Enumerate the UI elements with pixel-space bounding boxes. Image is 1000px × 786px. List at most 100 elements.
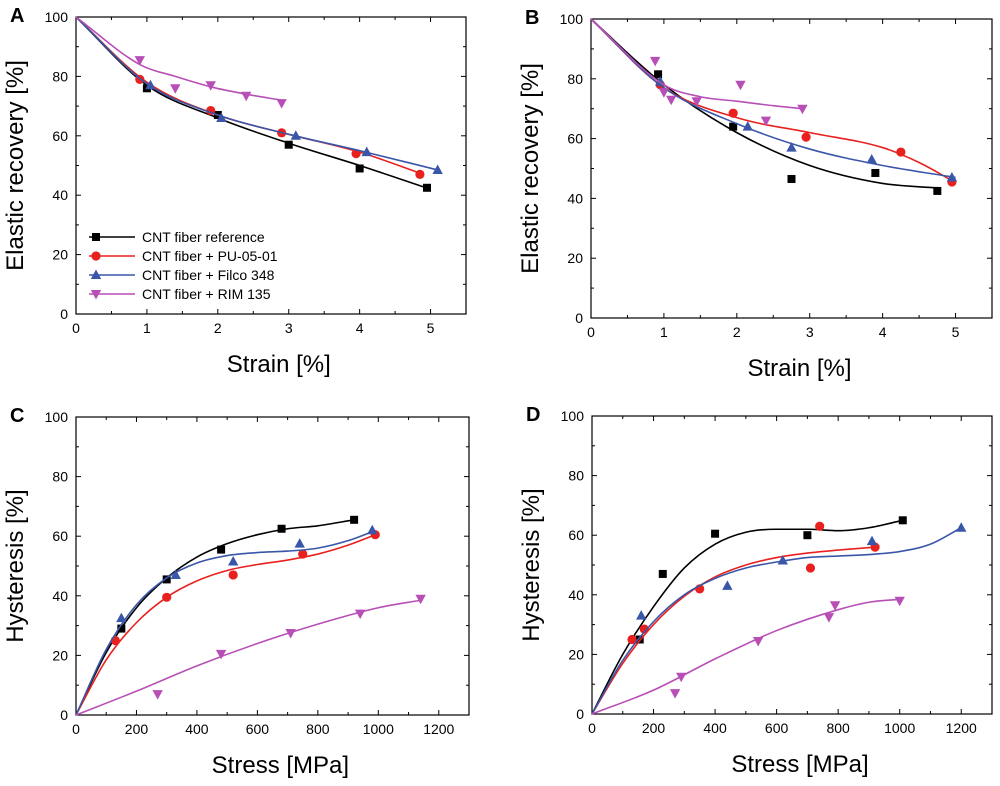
data-point-rim <box>134 56 146 66</box>
data-point-rim <box>240 91 252 102</box>
data-point-pu <box>228 570 238 580</box>
fit-line-rim <box>75 16 282 101</box>
data-point-ref <box>350 515 359 524</box>
y-axis-title: Elastic recovery [%] <box>517 63 544 274</box>
series-pu <box>75 16 425 180</box>
x-tick-label: 2 <box>214 320 222 336</box>
fit-line-rim <box>591 598 900 715</box>
series-rim <box>591 596 905 715</box>
data-point-ref <box>423 183 431 192</box>
series-pu <box>75 530 380 716</box>
y-tick-label: 80 <box>52 469 68 485</box>
legend-marker-pu <box>91 251 101 261</box>
x-tick-label: 800 <box>826 720 850 736</box>
panel-letter: C <box>10 405 24 427</box>
x-tick-label: 600 <box>765 720 789 736</box>
data-point-pu <box>896 147 906 157</box>
data-point-pu <box>162 592 172 602</box>
panel-D: 0 200 400 600 800 1000 1200 0 20 40 60 80 100 Stress … <box>518 404 993 778</box>
data-point-ref <box>355 164 364 173</box>
fit-line-filco <box>591 527 962 715</box>
x-tick-label: 400 <box>185 721 209 737</box>
fit-line-ref <box>75 519 355 716</box>
data-point-rim <box>735 80 746 91</box>
data-point-pu <box>815 521 825 531</box>
x-tick-label: 3 <box>806 324 814 340</box>
y-tick-label: 60 <box>567 131 583 147</box>
x-tick-label: 5 <box>427 320 435 336</box>
plot-frame <box>591 415 993 715</box>
legend-label-filco: CNT fiber + Filco 348 <box>142 267 275 283</box>
data-point-rim <box>276 99 287 109</box>
data-point-pu <box>298 549 308 559</box>
panel-letter: B <box>525 7 539 29</box>
fit-line-pu <box>75 533 376 716</box>
data-point-rim <box>354 609 366 620</box>
data-point-pu <box>415 169 425 180</box>
data-point-ref <box>787 174 796 183</box>
x-tick-label: 2 <box>733 324 741 340</box>
data-point-ref <box>729 122 738 131</box>
x-tick-label: 1 <box>660 324 668 340</box>
data-point-filco <box>636 610 647 620</box>
data-point-ref <box>654 70 663 79</box>
series-filco <box>591 522 967 715</box>
data-point-filco <box>432 164 443 174</box>
data-point-ref <box>277 524 286 533</box>
panel-A: 0 1 2 3 4 5 0 20 40 60 80 100 Strain [%] Elastic reco… <box>2 5 467 378</box>
data-point-rim <box>649 56 661 67</box>
data-point-pu <box>627 634 637 645</box>
data-point-rim <box>823 613 835 623</box>
x-tick-label: 1200 <box>946 720 977 736</box>
data-point-ref <box>898 516 907 525</box>
x-axis-title: Strain [%] <box>227 351 331 378</box>
data-point-pu <box>728 108 738 118</box>
data-point-filco <box>866 154 877 164</box>
data-point-rim <box>760 116 772 127</box>
data-point-rim <box>658 88 670 98</box>
data-point-rim <box>170 84 181 94</box>
fit-line-rim <box>590 18 803 110</box>
y-tick-label: 0 <box>576 706 584 722</box>
x-tick-label: 0 <box>588 720 596 736</box>
data-point-filco <box>946 171 958 182</box>
panel-letter: D <box>526 404 540 426</box>
x-axis-title: Stress [MPa] <box>731 751 868 778</box>
series-pu <box>590 18 957 187</box>
fit-line-rim <box>75 599 421 716</box>
y-tick-label: 40 <box>567 190 583 206</box>
fit-line-ref <box>75 16 431 191</box>
legend-label-rim: CNT fiber + RIM 135 <box>142 286 271 302</box>
data-point-rim <box>152 690 163 700</box>
data-point-ref <box>871 168 880 177</box>
data-point-filco <box>742 121 753 131</box>
fit-line-pu <box>591 546 876 715</box>
y-tick-label: 100 <box>560 11 584 27</box>
x-tick-label: 5 <box>952 324 960 340</box>
y-tick-label: 0 <box>60 707 68 723</box>
series-ref <box>590 18 942 195</box>
data-point-filco <box>228 556 239 566</box>
y-tick-label: 60 <box>568 527 584 543</box>
data-point-filco <box>145 79 156 90</box>
x-tick-label: 0 <box>587 324 595 340</box>
series-rim <box>75 16 287 109</box>
fit-line-pu <box>75 16 424 176</box>
legend-label-ref: CNT fiber reference <box>142 229 265 245</box>
series-ref <box>75 515 359 716</box>
fit-line-filco <box>75 530 373 716</box>
fit-line-ref <box>590 18 938 189</box>
data-point-pu <box>351 149 361 159</box>
data-point-filco <box>777 555 788 565</box>
x-tick-label: 200 <box>125 721 149 737</box>
data-point-rim <box>752 636 764 647</box>
data-point-filco <box>290 130 302 140</box>
fit-line-filco <box>590 18 956 179</box>
x-tick-label: 1000 <box>363 721 394 737</box>
legend-marker-rim <box>90 290 102 300</box>
data-point-rim <box>415 594 426 605</box>
data-point-filco <box>116 612 127 623</box>
y-tick-label: 100 <box>561 408 585 424</box>
x-tick-label: 400 <box>703 720 727 736</box>
